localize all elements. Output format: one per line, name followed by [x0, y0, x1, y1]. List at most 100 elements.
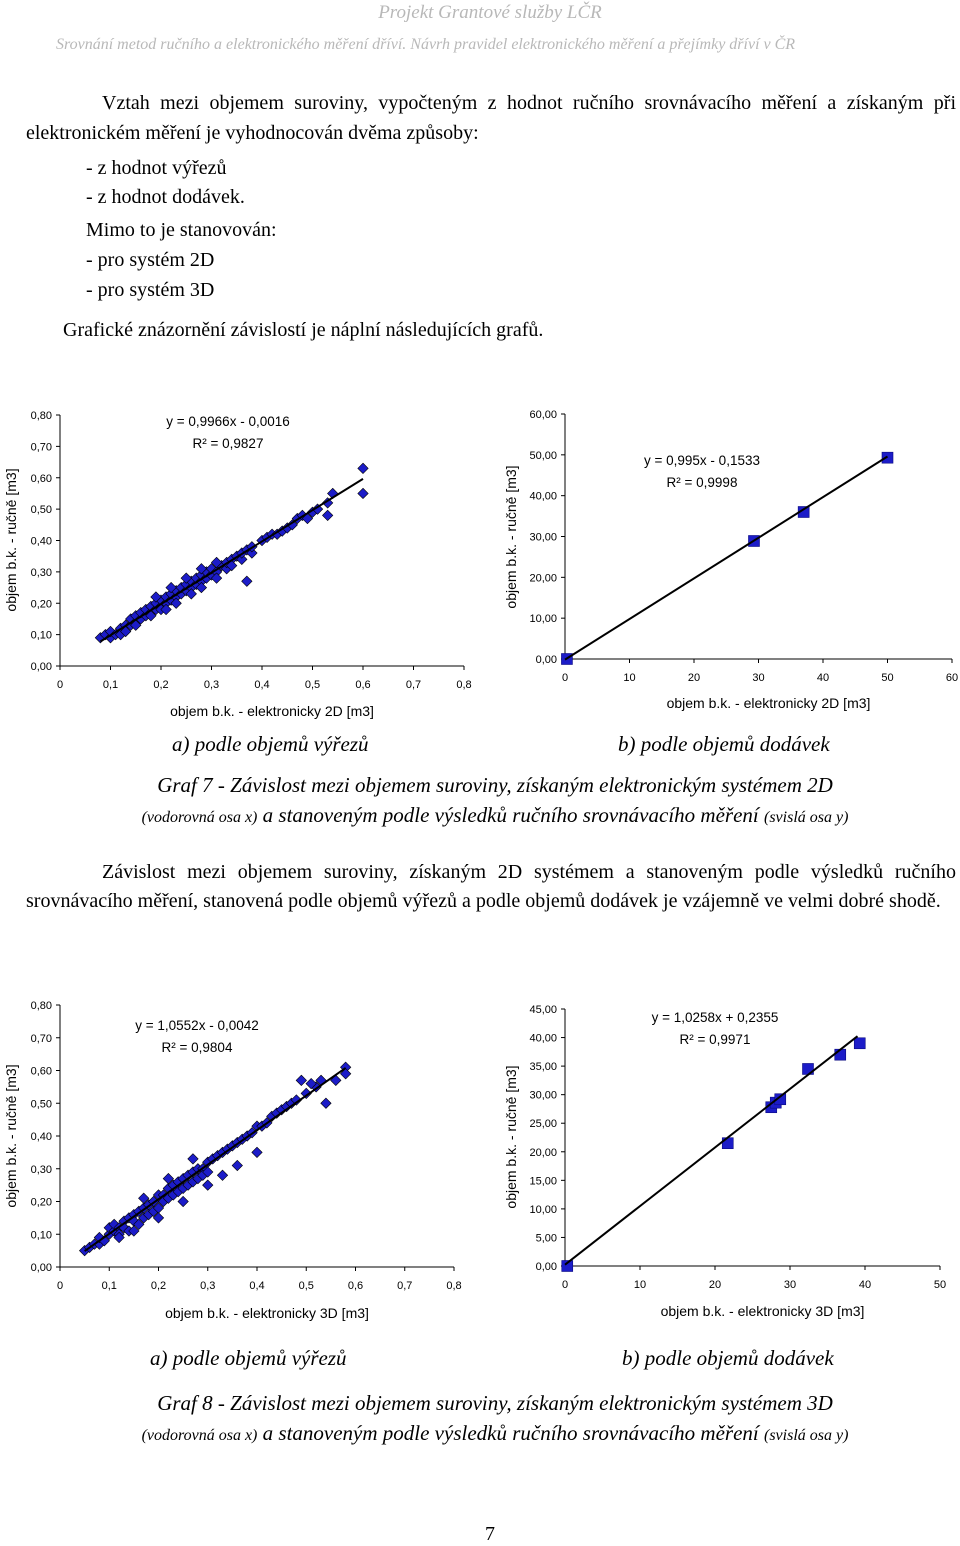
y-tick-label: 0,20 — [31, 598, 52, 610]
data-point — [295, 1074, 307, 1086]
x-tick-label: 20 — [709, 1279, 721, 1291]
x-tick-label: 0,7 — [406, 679, 421, 691]
x-tick-label: 50 — [881, 672, 893, 684]
x-tick-label: 0 — [57, 1280, 63, 1292]
list-item: - z hodnot dodávek. — [86, 186, 245, 208]
header-project: Projekt Grantové služby LČR — [378, 2, 602, 23]
data-point — [241, 575, 253, 587]
intro-graficke: Grafické znázornění závislostí je náplní… — [63, 319, 544, 341]
data-point — [180, 572, 192, 584]
figure7-sub-a: a) podle objemů výřezů — [172, 732, 369, 756]
data-point — [210, 556, 223, 569]
data-point — [128, 1225, 140, 1237]
data-point — [195, 563, 208, 575]
y-tick-label: 0,70 — [31, 1033, 52, 1045]
data-point — [150, 591, 162, 603]
header-subtitle: Srovnání metod ručního a elektronického … — [56, 36, 796, 53]
trendline — [564, 455, 889, 661]
x-axis-title: objem b.k. - elektronicky 2D [m3] — [170, 703, 374, 719]
figure8-sub-a: a) podle objemů výřezů — [150, 1346, 347, 1370]
data-point — [104, 625, 117, 638]
data-point — [236, 553, 248, 565]
y-tick-label: 0,70 — [31, 441, 52, 453]
data-point — [195, 581, 208, 594]
y-tick-label: 10,00 — [529, 1204, 557, 1216]
regression-equation: y = 1,0552x - 0,0042 — [135, 1018, 258, 1033]
x-tick-label: 0,2 — [153, 679, 168, 691]
data-point — [561, 1260, 574, 1272]
y-tick-label: 25,00 — [529, 1118, 557, 1130]
x-axis-title: objem b.k. - elektronicky 3D [m3] — [661, 1303, 865, 1319]
y-tick-label: 40,00 — [529, 1033, 557, 1045]
x-tick-label: 0,1 — [102, 1280, 117, 1292]
data-point — [162, 1172, 174, 1185]
r-squared-label: R² = 0,9804 — [162, 1040, 233, 1055]
data-point — [322, 509, 334, 522]
r-squared-label: R² = 0,9971 — [680, 1032, 751, 1047]
r-squared-label: R² = 0,9827 — [193, 436, 264, 451]
x-tick-label: 0,3 — [200, 1280, 215, 1292]
y-tick-label: 0,10 — [31, 1229, 52, 1241]
data-point — [357, 487, 369, 500]
data-point — [187, 1153, 199, 1165]
figure8-caption: Graf 8 - Závislost mezi objemem suroviny… — [0, 1388, 960, 1451]
x-tick-label: 0,4 — [249, 1280, 264, 1292]
y-tick-label: 0,60 — [31, 1066, 52, 1078]
regression-equation: y = 1,0258x + 0,2355 — [652, 1010, 779, 1025]
figure8-caption-line2: (vodorovná osa x) a stanoveným podle výs… — [0, 1418, 960, 1451]
figure7-sub-b: b) podle objemů dodávek — [618, 732, 830, 756]
data-point — [231, 1159, 243, 1172]
data-point — [120, 625, 132, 638]
x-tick-label: 0,8 — [456, 679, 471, 691]
data-point — [210, 572, 223, 584]
data-point — [290, 1094, 303, 1106]
figure8-caption-y: (svislá osa y) — [763, 1427, 849, 1444]
y-tick-label: 0,20 — [31, 1197, 52, 1209]
data-point — [185, 588, 197, 600]
figure7-caption-main: Graf 7 - Závislost mezi objemem suroviny… — [157, 773, 833, 797]
x-tick-label: 50 — [934, 1279, 946, 1291]
y-tick-label: 10,00 — [529, 613, 557, 625]
x-tick-label: 0,3 — [204, 679, 219, 691]
data-point — [202, 1179, 214, 1191]
x-tick-label: 40 — [859, 1279, 871, 1291]
list-item: - pro systém 3D — [86, 279, 215, 301]
figure7-caption-mid: a stanoveným podle výsledků ručního srov… — [257, 803, 764, 827]
x-tick-label: 0 — [562, 1279, 568, 1291]
x-tick-label: 0,5 — [299, 1280, 314, 1292]
body-paragraph: Závislost mezi objemem suroviny, získaný… — [26, 861, 956, 912]
y-axis-title: objem b.k. - ručně [m3] — [503, 465, 519, 608]
trendline — [99, 478, 364, 643]
regression-equation: y = 0,9966x - 0,0016 — [166, 414, 289, 429]
figure8-sub-b: b) podle objemů dodávek — [622, 1346, 834, 1370]
data-point — [251, 1146, 263, 1158]
data-point — [170, 597, 182, 609]
trendline — [84, 1067, 347, 1252]
list-item: - pro systém 2D — [86, 249, 215, 271]
x-tick-label: 0,2 — [151, 1280, 166, 1292]
figure7-caption: Graf 7 - Závislost mezi objemem suroviny… — [0, 770, 960, 833]
r-squared-label: R² = 0,9998 — [667, 475, 738, 490]
y-tick-label: 30,00 — [529, 532, 557, 544]
y-axis-title: objem b.k. - ručně [m3] — [3, 468, 19, 611]
data-point — [320, 1097, 332, 1109]
y-tick-label: 0,80 — [31, 1000, 52, 1012]
y-tick-label: 0,40 — [31, 1131, 52, 1143]
y-tick-label: 20,00 — [529, 572, 557, 584]
data-point — [357, 462, 369, 474]
x-tick-label: 0,6 — [348, 1280, 363, 1292]
x-tick-label: 10 — [623, 672, 635, 684]
y-tick-label: 0,10 — [31, 630, 52, 642]
x-tick-label: 0,6 — [355, 679, 370, 691]
x-tick-label: 0,8 — [446, 1280, 461, 1292]
data-point — [853, 1037, 866, 1050]
figure7-caption-line2: (vodorovná osa x) a stanoveným podle výs… — [0, 800, 960, 833]
y-tick-label: 0,50 — [31, 504, 52, 516]
y-tick-label: 40,00 — [529, 491, 557, 503]
data-point — [881, 451, 894, 464]
data-point — [133, 1218, 145, 1231]
trendline — [564, 1035, 859, 1266]
data-point — [202, 1166, 214, 1178]
y-tick-label: 35,00 — [529, 1061, 557, 1073]
